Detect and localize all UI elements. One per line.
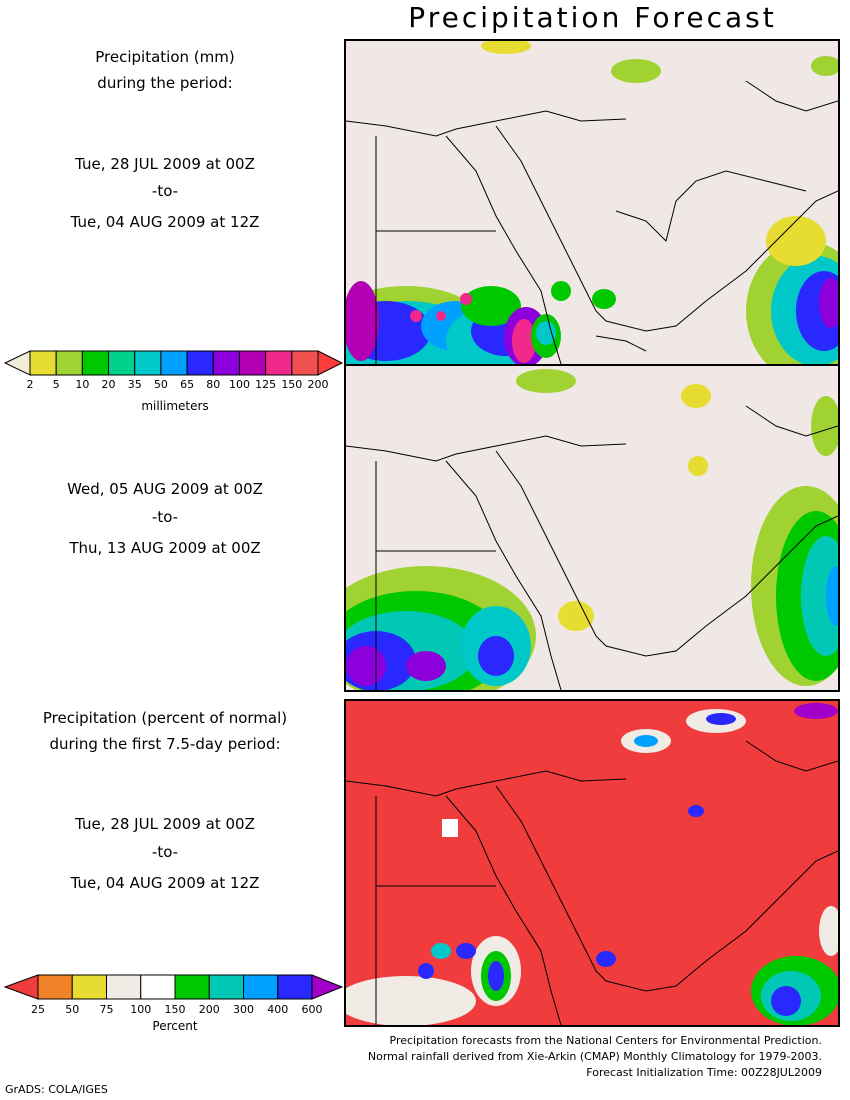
- mm-legend-tick-label: 35: [127, 378, 142, 391]
- footer-line-2: Normal rainfall derived from Xie-Arkin (…: [367, 1050, 822, 1063]
- percent-legend-left-arrow: [3, 974, 39, 1000]
- mm-legend-tick-label: 10: [75, 378, 90, 391]
- mm-legend-swatch: [134, 350, 162, 376]
- mm-legend-tick-label: 2: [26, 378, 34, 391]
- mm-legend-swatch: [29, 350, 57, 376]
- panel1-separator: -to-: [151, 182, 179, 200]
- panel1-header-line2: during the period:: [97, 74, 233, 92]
- mm-color-legend: 2 5 10 20 35 50 65 80 100 125 150 200 millimeters: [0, 348, 345, 413]
- mm-legend-swatch: [212, 350, 240, 376]
- mm-legend-tick-label: 20: [101, 378, 116, 391]
- panel1-end-date: Tue, 04 AUG 2009 at 12Z: [70, 213, 260, 231]
- mm-legend-swatch: [55, 350, 83, 376]
- percent-legend-tick-label: 150: [164, 1003, 186, 1016]
- mm-legend-swatch: [291, 350, 319, 376]
- mm-legend-swatch: [186, 350, 214, 376]
- mm-legend-right-arrow: [317, 350, 344, 376]
- mm-legend-tick-label: 65: [180, 378, 195, 391]
- panel3-start-date: Tue, 28 JUL 2009 at 00Z: [75, 815, 255, 833]
- percent-legend-tick-label: 400: [267, 1003, 289, 1016]
- percent-legend-right-arrow: [311, 974, 344, 1000]
- percent-legend-tick-label: 25: [31, 1003, 45, 1016]
- map-1-canvas: [346, 41, 838, 364]
- percent-legend-swatch: [243, 974, 279, 1000]
- mm-legend-bar: [3, 350, 344, 376]
- panel2-separator: -to-: [151, 508, 179, 526]
- mm-legend-tick-label: 125: [255, 378, 277, 391]
- mm-legend-unit: millimeters: [141, 399, 209, 413]
- percent-legend-tick-label: 600: [301, 1003, 323, 1016]
- percent-legend-tick-label: 300: [233, 1003, 254, 1016]
- footer-line-3: Forecast Initialization Time: 00Z28JUL20…: [586, 1066, 822, 1079]
- percent-legend-tick-label: 50: [65, 1003, 80, 1016]
- page-title: Precipitation Forecast: [408, 1, 777, 34]
- grads-credit: GrADS: COLA/IGES: [5, 1083, 108, 1096]
- percent-legend-swatch: [106, 974, 142, 1000]
- percent-legend-bar: [3, 974, 344, 1000]
- mm-legend-swatch: [81, 350, 110, 376]
- percent-color-legend: 25 50 75 100 150 200 300 400 600 Percent: [0, 972, 345, 1033]
- percent-legend-swatch: [208, 974, 244, 1000]
- percent-legend-tick-label: 75: [99, 1003, 114, 1016]
- map-panel-1: [344, 39, 840, 366]
- footer-notes: Precipitation forecasts from the Nationa…: [250, 1033, 822, 1081]
- mm-legend-swatch: [238, 350, 267, 376]
- mm-legend-swatch: [108, 350, 136, 376]
- mm-legend-tick-label: 100: [228, 378, 250, 391]
- panel2-end-date: Thu, 13 AUG 2009 at 00Z: [69, 539, 261, 557]
- footer-line-1: Precipitation forecasts from the Nationa…: [389, 1034, 823, 1047]
- map-3-canvas: [346, 701, 838, 1025]
- percent-legend-tick-label: 200: [198, 1003, 220, 1016]
- map-panel-3: [344, 699, 840, 1027]
- mm-legend-tick-label: 5: [52, 378, 60, 391]
- coastlines-3: [346, 740, 838, 1025]
- mm-legend-left-arrow: [3, 350, 31, 376]
- percent-legend-swatch: [277, 974, 313, 1000]
- percent-legend-swatch: [71, 974, 107, 1000]
- mm-legend-swatch: [265, 350, 293, 376]
- mm-legend-tick-label: 50: [153, 378, 168, 391]
- mm-legend-swatch: [160, 350, 188, 376]
- panel3-header-line1: Precipitation (percent of normal): [42, 709, 288, 727]
- percent-legend-swatch: [140, 974, 176, 1000]
- percent-legend-tick-label: 100: [130, 1003, 152, 1016]
- percent-shading-3: [346, 703, 838, 1025]
- mm-legend-tick-label: 150: [281, 378, 303, 391]
- coastlines-1: [346, 80, 838, 364]
- map-2-canvas: [346, 366, 838, 690]
- percent-legend-swatch: [37, 974, 73, 1000]
- coastlines-2: [346, 405, 838, 690]
- mm-legend-tick-label: 200: [307, 378, 329, 391]
- panel3-end-date: Tue, 04 AUG 2009 at 12Z: [70, 874, 260, 892]
- percent-legend-unit: Percent: [152, 1019, 198, 1033]
- precip-shading-1: [346, 41, 838, 364]
- panel3-header-line2: during the first 7.5-day period:: [49, 735, 281, 753]
- map-panel-2: [344, 364, 840, 692]
- mm-legend-tick-label: 80: [206, 378, 221, 391]
- panel1-start-date: Tue, 28 JUL 2009 at 00Z: [75, 155, 255, 173]
- panel3-separator: -to-: [151, 843, 179, 861]
- percent-legend-swatch: [174, 974, 210, 1000]
- panel1-header-line1: Precipitation (mm): [95, 48, 235, 66]
- precip-shading-2: [346, 369, 838, 690]
- panel2-start-date: Wed, 05 AUG 2009 at 00Z: [67, 480, 263, 498]
